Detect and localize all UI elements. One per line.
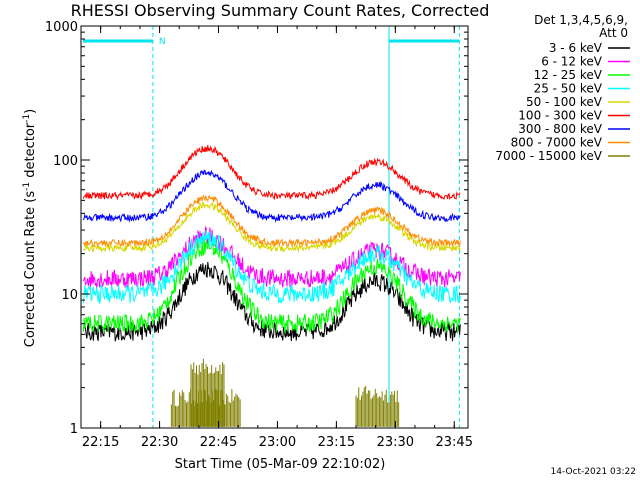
y-tick-label: 1000: [45, 20, 78, 35]
legend-entry-label: 12 - 25 keV: [534, 68, 603, 82]
series-line-3: [82, 229, 461, 305]
legend-entry-label: 100 - 300 keV: [518, 109, 602, 123]
x-tick-label: 23:45: [436, 435, 473, 450]
series-line-2: [82, 237, 461, 333]
chart-title: RHESSI Observing Summary Count Rates, Co…: [71, 1, 490, 20]
timestamp: 14-Oct-2021 03:22: [551, 467, 636, 477]
series-line-1: [82, 225, 461, 288]
legend-entry-label: 25 - 50 keV: [534, 82, 603, 96]
legend-entry-label: 3 - 6 keV: [549, 41, 603, 55]
x-tick-label: 22:45: [200, 435, 237, 450]
y-tick-label: 1: [70, 422, 78, 437]
y-tick-label: 10: [61, 288, 78, 303]
plot-frame: [80, 25, 469, 429]
x-axis: 22:15 22:30 22:45 23:00 23:15 23:30 23:45: [80, 26, 473, 450]
x-tick-label: 23:30: [377, 435, 414, 450]
legend-entry-label: 50 - 100 keV: [526, 95, 603, 109]
legend-entry-label: 6 - 12 keV: [541, 55, 603, 69]
legend-header-line-1: Det 1,3,4,5,6,9,: [534, 13, 628, 27]
y-axis-label: Corrected Count Rate (s-1 detector-1): [22, 109, 38, 347]
series-line-6: [82, 169, 461, 223]
y-axis: 1 10 100 1000: [45, 20, 468, 437]
series-line-4: [83, 201, 461, 254]
x-tick-label: 23:15: [318, 435, 355, 450]
night-mark-label: N: [159, 37, 166, 47]
x-tick-label: 23:00: [259, 435, 296, 450]
plot-area: N: [82, 26, 461, 428]
legend-header-line-2: Att 0: [599, 26, 628, 40]
series-line-7: [82, 194, 461, 248]
x-tick-label: 22:30: [141, 435, 178, 450]
x-axis-label: Start Time (05-Mar-09 22:10:02): [175, 457, 386, 472]
x-tick-label: 22:15: [82, 435, 119, 450]
legend-entry-label: 7000 - 15000 keV: [495, 149, 602, 163]
y-tick-label: 100: [53, 154, 78, 169]
legend-entry-label: 300 - 800 keV: [518, 122, 602, 136]
series-line-5: [82, 144, 461, 201]
series-line-0: [83, 261, 461, 342]
legend-entry-label: 800 - 7000 keV: [511, 136, 603, 150]
